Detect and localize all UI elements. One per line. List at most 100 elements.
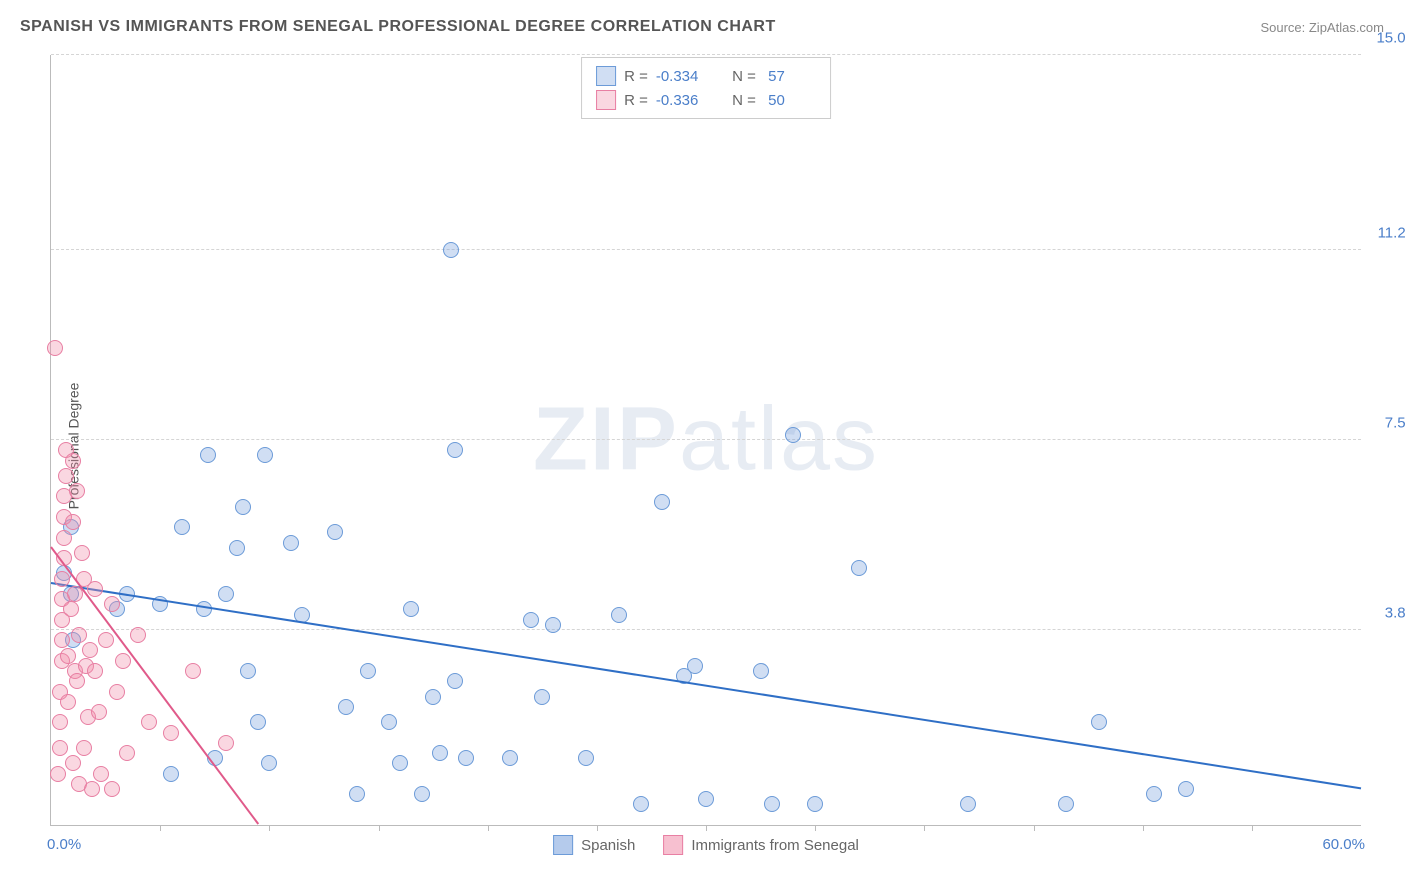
scatter-point (82, 642, 98, 658)
source-link[interactable]: ZipAtlas.com (1309, 20, 1384, 35)
scatter-point (104, 781, 120, 797)
scatter-point (47, 340, 63, 356)
scatter-point (960, 796, 976, 812)
scatter-point (52, 714, 68, 730)
x-tick-mark (379, 825, 380, 831)
trend-line (51, 582, 1361, 789)
correlation-stats-box: R =-0.334 N = 57R =-0.336 N = 50 (581, 57, 831, 119)
scatter-point (687, 658, 703, 674)
scatter-point (174, 519, 190, 535)
scatter-point (119, 745, 135, 761)
y-tick-label: 15.0% (1376, 30, 1406, 47)
scatter-point (69, 483, 85, 499)
scatter-point (753, 663, 769, 679)
x-tick-mark (1034, 825, 1035, 831)
legend-swatch (553, 835, 573, 855)
gridline (51, 629, 1361, 630)
scatter-point (578, 750, 594, 766)
scatter-point (381, 714, 397, 730)
scatter-point (65, 755, 81, 771)
x-tick-mark (597, 825, 598, 831)
scatter-point (130, 627, 146, 643)
scatter-point (185, 663, 201, 679)
scatter-point (764, 796, 780, 812)
scatter-point (63, 601, 79, 617)
scatter-point (257, 447, 273, 463)
stats-n-label: N = (732, 92, 756, 109)
x-axis-min-label: 0.0% (47, 836, 81, 853)
scatter-point (229, 540, 245, 556)
scatter-point (349, 786, 365, 802)
scatter-point (443, 242, 459, 258)
stats-row: R =-0.336 N = 50 (596, 88, 816, 112)
scatter-point (87, 663, 103, 679)
x-tick-mark (269, 825, 270, 831)
scatter-point (425, 689, 441, 705)
scatter-point (65, 453, 81, 469)
scatter-point (360, 663, 376, 679)
stats-n-value: 50 (764, 92, 816, 109)
legend-item: Spanish (553, 835, 635, 855)
series-legend: Spanish Immigrants from Senegal (553, 835, 859, 855)
y-tick-label: 11.2% (1378, 225, 1406, 242)
scatter-point (1091, 714, 1107, 730)
scatter-point (283, 535, 299, 551)
scatter-point (338, 699, 354, 715)
scatter-point (218, 735, 234, 751)
scatter-point (69, 673, 85, 689)
scatter-point (261, 755, 277, 771)
source-attribution: Source: ZipAtlas.com (1260, 20, 1384, 35)
scatter-point (56, 530, 72, 546)
scatter-point (115, 653, 131, 669)
scatter-point (54, 571, 70, 587)
scatter-point (250, 714, 266, 730)
x-tick-mark (706, 825, 707, 831)
scatter-point (91, 704, 107, 720)
scatter-point (240, 663, 256, 679)
scatter-point (327, 524, 343, 540)
x-tick-mark (1252, 825, 1253, 831)
scatter-point (60, 694, 76, 710)
scatter-point (54, 632, 70, 648)
stats-r-value: -0.334 (656, 68, 708, 85)
scatter-point (87, 581, 103, 597)
scatter-point (84, 781, 100, 797)
y-tick-label: 3.8% (1385, 604, 1406, 621)
scatter-point (50, 766, 66, 782)
scatter-point (785, 427, 801, 443)
chart-title: SPANISH VS IMMIGRANTS FROM SENEGAL PROFE… (20, 18, 776, 36)
scatter-point (403, 601, 419, 617)
scatter-point (633, 796, 649, 812)
scatter-point (851, 560, 867, 576)
scatter-point (76, 740, 92, 756)
legend-swatch (596, 66, 616, 86)
scatter-point (534, 689, 550, 705)
source-prefix: Source: (1260, 20, 1308, 35)
legend-item: Immigrants from Senegal (663, 835, 859, 855)
scatter-point (65, 514, 81, 530)
scatter-point (163, 725, 179, 741)
scatter-point (200, 447, 216, 463)
scatter-point (654, 494, 670, 510)
scatter-point (58, 468, 74, 484)
scatter-point (611, 607, 627, 623)
scatter-point (698, 791, 714, 807)
stats-r-label: R = (624, 92, 648, 109)
scatter-point (545, 617, 561, 633)
scatter-point (432, 745, 448, 761)
scatter-point (523, 612, 539, 628)
scatter-point (807, 796, 823, 812)
scatter-point (1178, 781, 1194, 797)
x-tick-mark (160, 825, 161, 831)
gridline (51, 54, 1361, 55)
scatter-point (392, 755, 408, 771)
legend-label: Spanish (581, 837, 635, 854)
y-tick-label: 7.5% (1385, 415, 1406, 432)
x-axis-max-label: 60.0% (1322, 836, 1365, 853)
x-tick-mark (1143, 825, 1144, 831)
scatter-point (1146, 786, 1162, 802)
scatter-plot-area: ZIPatlas R =-0.334 N = 57R =-0.336 N = 5… (50, 55, 1361, 826)
scatter-point (218, 586, 234, 602)
stats-row: R =-0.334 N = 57 (596, 64, 816, 88)
scatter-point (98, 632, 114, 648)
